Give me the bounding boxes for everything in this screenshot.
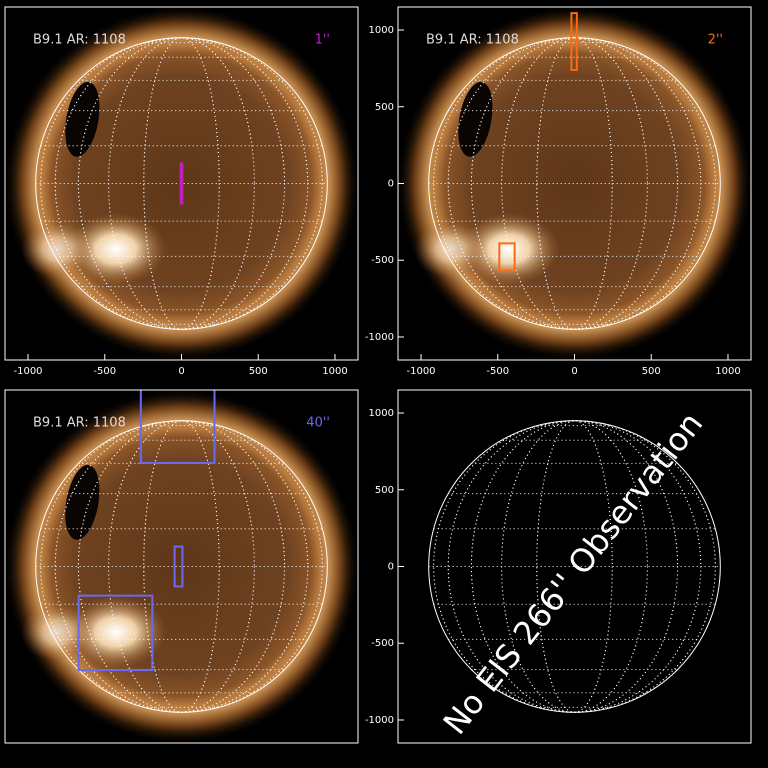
y-tick-label: 1000 (369, 25, 394, 36)
annotation: No EIS 266'' Observation (436, 405, 711, 742)
y-tick-label: 500 (375, 102, 394, 113)
slit-box (570, 12, 578, 71)
longitude-line (54, 420, 309, 713)
resolution-label: 1'' (315, 33, 330, 48)
y-tick-label: -500 (371, 638, 394, 649)
frame (4, 389, 359, 744)
panel-label: B9.1 AR: 1108 (33, 33, 126, 48)
slit-box (139, 390, 216, 464)
slit-box (179, 162, 184, 205)
x-tick-label: -1000 (406, 366, 435, 377)
coronal-hole (65, 81, 100, 157)
y-tick-label: 1000 (369, 408, 394, 419)
coronal-hole (458, 81, 493, 157)
y-tick-label: 500 (375, 485, 394, 496)
limb (35, 420, 328, 713)
panel (5, 390, 358, 743)
longitude-line (447, 37, 702, 330)
limb (428, 37, 721, 330)
panel (398, 7, 751, 360)
slit-box (498, 242, 516, 272)
panel (5, 7, 358, 360)
longitude-line (433, 420, 716, 713)
slit-box (77, 594, 154, 672)
slit-box (173, 545, 184, 588)
corona (398, 7, 751, 360)
panel (428, 420, 721, 713)
y-tick-label: -500 (371, 255, 394, 266)
longitude-line (54, 37, 309, 330)
y-tick-label: -1000 (365, 332, 394, 343)
x-tick-label: 1000 (715, 366, 740, 377)
longitude-line (447, 420, 702, 713)
x-tick-label: 1000 (322, 366, 347, 377)
y-tick-label: 0 (388, 562, 394, 573)
x-tick-label: 500 (642, 366, 661, 377)
panel-label: B9.1 AR: 1108 (426, 33, 519, 48)
resolution-label: 2'' (708, 33, 723, 48)
resolution-label: 40'' (306, 416, 330, 431)
active-region (64, 595, 167, 669)
active-region (64, 212, 167, 286)
y-tick-label: 0 (388, 179, 394, 190)
x-tick-label: 0 (178, 366, 184, 377)
longitude-line (433, 37, 716, 330)
active-region (457, 212, 560, 286)
x-tick-label: -1000 (13, 366, 42, 377)
x-tick-label: 0 (571, 366, 577, 377)
x-tick-label: 500 (249, 366, 268, 377)
longitude-line (40, 420, 323, 713)
panel-label: B9.1 AR: 1108 (33, 416, 126, 431)
y-tick-label: -1000 (365, 715, 394, 726)
coronal-hole (65, 464, 100, 540)
longitude-line (40, 37, 323, 330)
limb (428, 420, 721, 713)
limb (35, 37, 328, 330)
x-tick-label: -500 (486, 366, 509, 377)
x-tick-label: -500 (93, 366, 116, 377)
